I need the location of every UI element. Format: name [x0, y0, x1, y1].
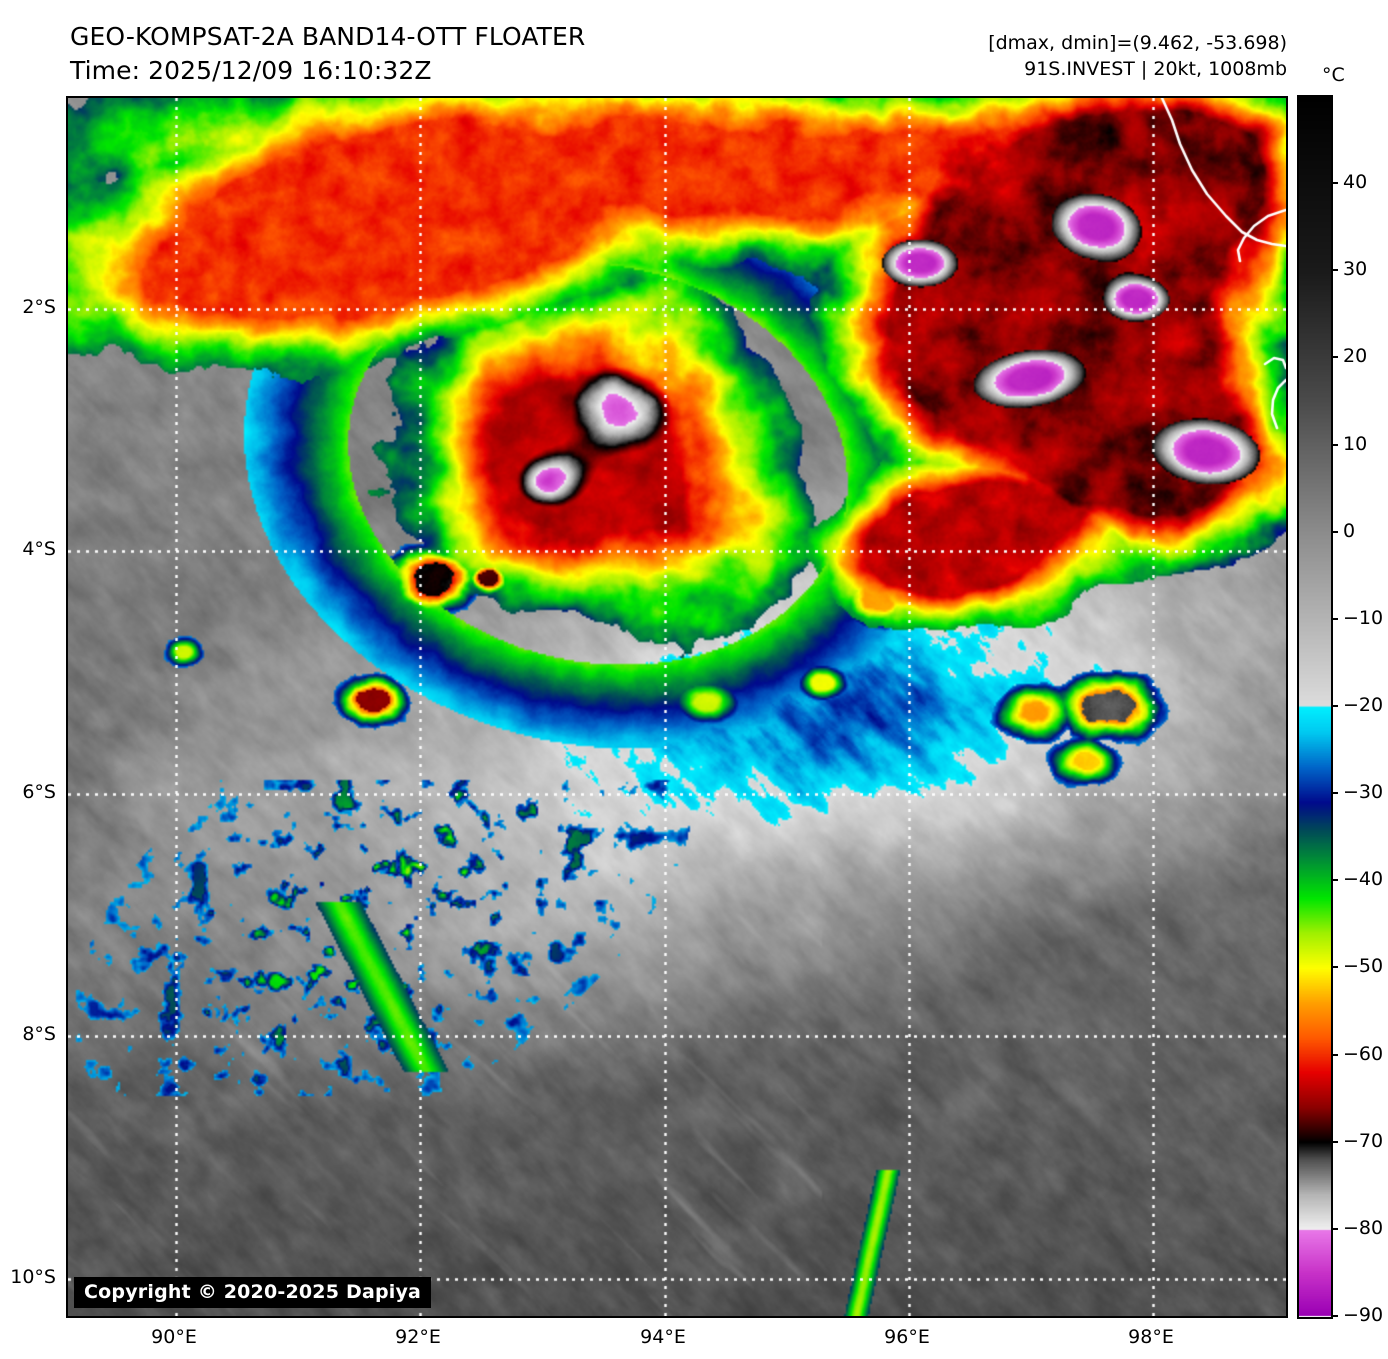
page-title: GEO-KOMPSAT-2A BAND14-OTT FLOATER	[70, 22, 586, 51]
coastline-overlay	[68, 98, 1286, 1316]
colorbar-tickmark-40	[1331, 182, 1338, 185]
colorbar-tick-label-40: 40	[1343, 171, 1368, 194]
x-tick-label-92: 92°E	[395, 1326, 441, 1348]
colorbar-tick-label--90: −90	[1343, 1304, 1384, 1326]
colorbar-tick-label--50: −50	[1343, 955, 1384, 978]
colorbar-tickmark--40	[1331, 879, 1338, 882]
colorbar-tick-label--80: −80	[1343, 1216, 1384, 1239]
colorbar-tickmark--20	[1331, 705, 1338, 707]
colorbar-tick-label--20: −20	[1343, 694, 1384, 716]
temperature-colorbar[interactable]	[1297, 95, 1333, 1319]
colorbar-tickmark-10	[1331, 443, 1338, 446]
y-tick-label-6: 6°S	[22, 781, 56, 803]
dmax-dmin-label: [dmax, dmin]=(9.462, -53.698)	[988, 32, 1287, 54]
satellite-map[interactable]: Copyright © 2020-2025 Dapiya	[66, 96, 1288, 1318]
copyright-label: Copyright © 2020-2025 Dapiya	[74, 1277, 432, 1308]
colorbar-tick-label-20: 20	[1343, 345, 1368, 368]
colorbar-tick-label-0: 0	[1343, 519, 1356, 542]
header-meta-block: [dmax, dmin]=(9.462, -53.698) 91S.INVEST…	[988, 32, 1287, 81]
colorbar-tick-label-30: 30	[1343, 258, 1368, 281]
colorbar-tick-label--70: −70	[1343, 1129, 1384, 1152]
timestamp-label: Time: 2025/12/09 16:10:32Z	[70, 56, 432, 85]
colorbar-gradient	[1299, 97, 1331, 1317]
x-tick-label-96: 96°E	[884, 1326, 930, 1348]
colorbar-tickmark--90	[1331, 1315, 1338, 1317]
colorbar-tickmark--30	[1331, 792, 1338, 795]
colorbar-tickmark--10	[1331, 617, 1338, 620]
x-tick-label-98: 98°E	[1128, 1326, 1174, 1348]
colorbar-tick-label--10: −10	[1343, 606, 1384, 629]
colorbar-tick-label--40: −40	[1343, 868, 1384, 891]
colorbar-tick-label-10: 10	[1343, 432, 1368, 455]
colorbar-tickmark--60	[1331, 1053, 1338, 1056]
colorbar-tickmark--80	[1331, 1227, 1338, 1230]
y-tick-label-4: 4°S	[22, 538, 56, 560]
colorbar-tickmark-30	[1331, 269, 1338, 272]
colorbar-unit-label: °C	[1322, 64, 1345, 86]
y-tick-label-10: 10°S	[10, 1266, 56, 1288]
colorbar-tickmark-0	[1331, 530, 1338, 533]
colorbar-tick-label--30: −30	[1343, 781, 1384, 804]
colorbar-tickmark--70	[1331, 1140, 1338, 1143]
colorbar-tickmark-20	[1331, 356, 1338, 359]
colorbar-tick-label--60: −60	[1343, 1042, 1384, 1065]
y-tick-label-8: 8°S	[22, 1023, 56, 1045]
header-title-block: GEO-KOMPSAT-2A BAND14-OTT FLOATER Time: …	[70, 22, 585, 86]
x-tick-label-94: 94°E	[640, 1326, 686, 1348]
colorbar-tickmark--50	[1331, 966, 1338, 969]
y-tick-label-2: 2°S	[22, 296, 56, 318]
storm-info-label: 91S.INVEST | 20kt, 1008mb	[1024, 58, 1287, 80]
x-tick-label-90: 90°E	[151, 1326, 197, 1348]
